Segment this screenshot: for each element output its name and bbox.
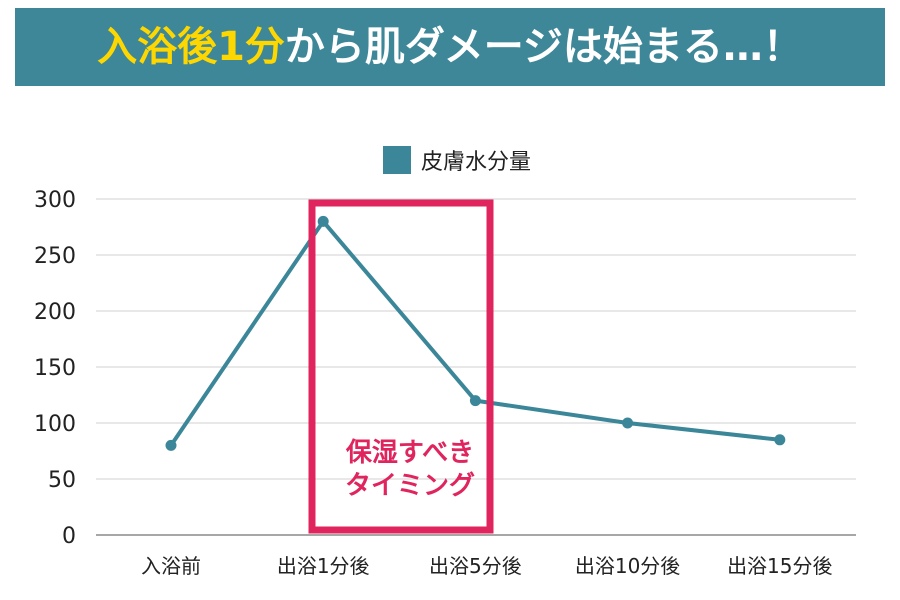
x-tick-label: 出浴10分後 — [575, 554, 680, 578]
y-tick-label: 300 — [34, 188, 76, 213]
data-point — [165, 439, 177, 451]
y-tick-label: 100 — [34, 412, 76, 437]
y-tick-label: 50 — [48, 468, 76, 493]
data-point — [774, 434, 786, 446]
banner-title-highlight: 入浴後1分 — [97, 24, 285, 70]
legend-label: 皮膚水分量 — [421, 150, 531, 175]
y-tick-label: 150 — [34, 356, 76, 381]
x-tick-label: 出浴1分後 — [277, 554, 370, 578]
legend-swatch — [383, 146, 411, 174]
title-banner: 入浴後1分から肌ダメージは始まる…！ — [15, 8, 885, 86]
x-tick-label: 出浴15分後 — [727, 554, 832, 578]
y-tick-label: 0 — [62, 524, 76, 549]
annotation-text: 保湿すべき — [345, 438, 474, 468]
y-tick-label: 250 — [34, 244, 76, 269]
data-point — [317, 215, 329, 227]
y-tick-label: 200 — [34, 300, 76, 325]
banner-title-rest: から肌ダメージは始まる…！ — [284, 24, 803, 70]
highlight-box — [308, 199, 494, 534]
data-point — [622, 417, 634, 429]
data-point — [469, 395, 481, 407]
x-tick-label: 入浴前 — [141, 554, 201, 578]
x-tick-label: 出浴5分後 — [429, 554, 522, 578]
annotation-text: タイミング — [345, 471, 475, 501]
banner-title: 入浴後1分から肌ダメージは始まる…！ — [97, 27, 803, 67]
